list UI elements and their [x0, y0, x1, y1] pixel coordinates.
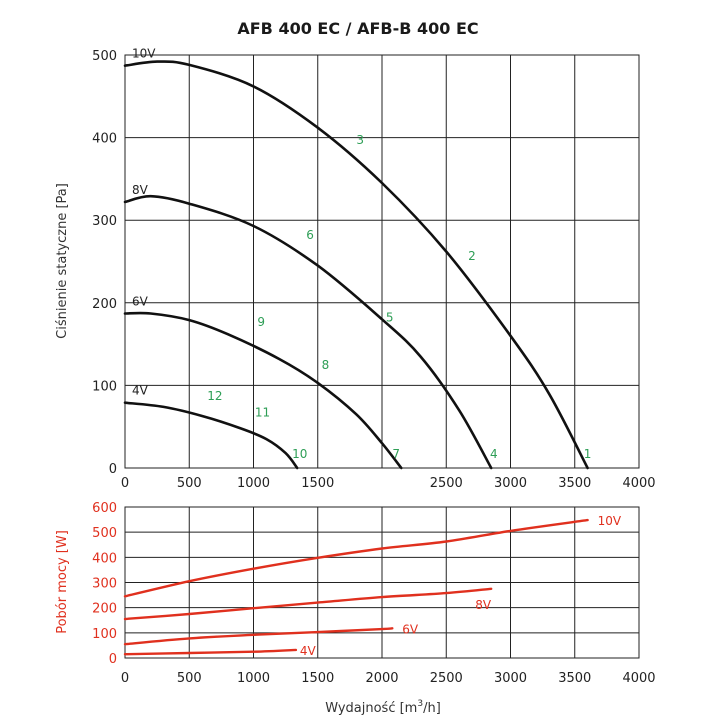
- power-y-tick-label: 300: [92, 577, 117, 592]
- operating-point-label: 12: [207, 389, 222, 403]
- power-curve-10V: [123, 518, 589, 598]
- pressure-x-tick-label: 1000: [237, 476, 270, 491]
- power-curve-8V: [123, 587, 493, 621]
- power-x-tick-label: 3000: [494, 671, 527, 686]
- power-curve-label: 10V: [598, 514, 622, 528]
- pressure-curve-10V: [123, 60, 589, 470]
- power-y-tick-label: 500: [92, 526, 117, 541]
- pressure-y-tick-label: 0: [109, 462, 117, 477]
- pressure-axis-label: Ciśnienie statyczne [Pa]: [55, 183, 70, 339]
- pressure-x-tick-label: 0: [121, 476, 129, 491]
- operating-point-label: 1: [584, 447, 592, 461]
- operating-point-label: 3: [356, 133, 364, 147]
- pressure-x-tick-label: 3000: [494, 476, 527, 491]
- pressure-curve-6V: [123, 311, 403, 470]
- pressure-chart: 0 100 200 300 400 500 0 500 1000 1500 2500 3000 3500…: [55, 47, 656, 491]
- power-x-tick-label: 500: [177, 671, 202, 686]
- pressure-y-tick-label: 500: [92, 49, 117, 64]
- power-curve-label: 6V: [402, 622, 419, 636]
- pressure-x-tick-label: 1500: [301, 476, 334, 491]
- power-chart: 0 500 1000 1500 2000 2500 3000 3500 4000 0 100 200 3…: [55, 501, 656, 686]
- power-grid: [125, 506, 640, 659]
- power-labels: 0 500 1000 1500 2000 2500 3000 3500 4000 0 100 200 3…: [92, 501, 655, 686]
- pressure-curve-label: 4V: [132, 384, 149, 398]
- power-curve-4V: [123, 648, 298, 656]
- pressure-curve-8V: [123, 194, 493, 470]
- operating-point-label: 4: [490, 447, 498, 461]
- operating-point-label: 11: [255, 406, 270, 420]
- power-x-tick-label: 0: [121, 671, 129, 686]
- chart-title: AFB 400 EC / AFB-B 400 EC: [237, 19, 478, 38]
- power-x-tick-label: 1500: [301, 671, 334, 686]
- power-axis-label: Pobór mocy [W]: [55, 530, 70, 634]
- pressure-x-tick-label: 500: [177, 476, 202, 491]
- power-x-tick-label: 1000: [237, 671, 270, 686]
- pressure-y-tick-label: 300: [92, 214, 117, 229]
- power-y-tick-label: 400: [92, 551, 117, 566]
- power-y-tick-label: 0: [109, 652, 117, 667]
- power-y-tick-label: 600: [92, 501, 117, 516]
- x-axis-label: Wydajność [m3/h]: [325, 699, 441, 716]
- pressure-labels: 0 100 200 300 400 500 0 500 1000 1500 2500 3000 3500…: [92, 47, 655, 491]
- pressure-y-tick-label: 400: [92, 132, 117, 147]
- pressure-curve-label: 6V: [132, 295, 149, 309]
- pressure-x-tick-label: 2500: [430, 476, 463, 491]
- pressure-curve-4V: [123, 401, 299, 470]
- pressure-curves: [123, 60, 589, 470]
- pressure-curve-label: 8V: [132, 183, 149, 197]
- power-x-tick-label: 2500: [430, 671, 463, 686]
- power-curves: [123, 518, 589, 656]
- power-y-tick-label: 200: [92, 602, 117, 617]
- power-x-tick-label: 4000: [622, 671, 655, 686]
- operating-point-label: 7: [392, 447, 400, 461]
- operating-point-label: 6: [306, 228, 314, 242]
- operating-point-label: 2: [468, 249, 476, 263]
- pressure-x-tick-label: 4000: [622, 476, 655, 491]
- pressure-y-tick-label: 100: [92, 379, 117, 394]
- operating-point-label: 5: [386, 311, 394, 325]
- power-x-tick-label: 2000: [365, 671, 398, 686]
- operating-point-label: 9: [257, 315, 265, 329]
- operating-point-label: 10: [292, 447, 307, 461]
- power-curve-label: 8V: [475, 598, 492, 612]
- operating-point-label: 8: [322, 358, 330, 372]
- power-curve-6V: [123, 627, 394, 646]
- power-curve-label: 4V: [300, 644, 317, 658]
- power-x-tick-label: 3500: [558, 671, 591, 686]
- pressure-curve-label: 10V: [132, 47, 156, 61]
- power-y-tick-label: 100: [92, 627, 117, 642]
- pressure-x-tick-label: 3500: [558, 476, 591, 491]
- pressure-grid: [125, 54, 640, 469]
- pressure-y-tick-label: 200: [92, 297, 117, 312]
